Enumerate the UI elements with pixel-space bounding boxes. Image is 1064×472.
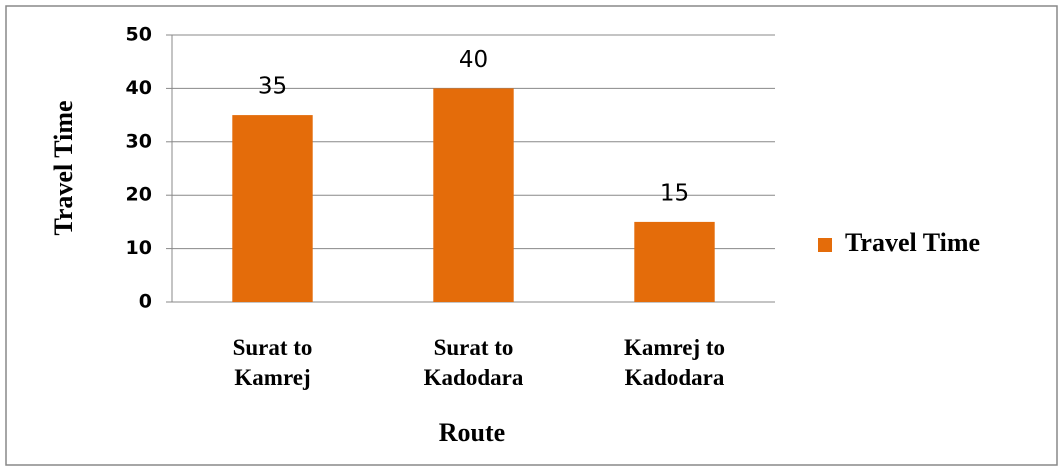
data-label: 40 [459,47,488,73]
y-tick-label: 30 [126,130,152,152]
data-label: 35 [258,74,287,100]
y-axis-title: Travel Time [49,100,78,235]
bar [232,115,313,302]
legend-swatch [818,238,832,252]
bar [433,88,514,303]
y-tick-label: 0 [139,291,152,313]
y-tick-label: 50 [126,24,152,46]
x-tick-label: Kamrej to Kadodara [623,335,726,390]
y-tick-label: 20 [126,184,152,206]
data-label: 15 [660,180,689,206]
x-tick-label: Surat to Kamrej [232,335,313,390]
bar [634,221,715,302]
chart-border [5,5,1058,466]
x-tick-label: Surat to Kadodara [423,335,524,390]
legend-label: Travel Time [845,228,980,257]
x-axis-title: Route [439,418,505,447]
y-tick-label: 10 [126,237,152,259]
y-tick-label: 40 [126,77,152,99]
